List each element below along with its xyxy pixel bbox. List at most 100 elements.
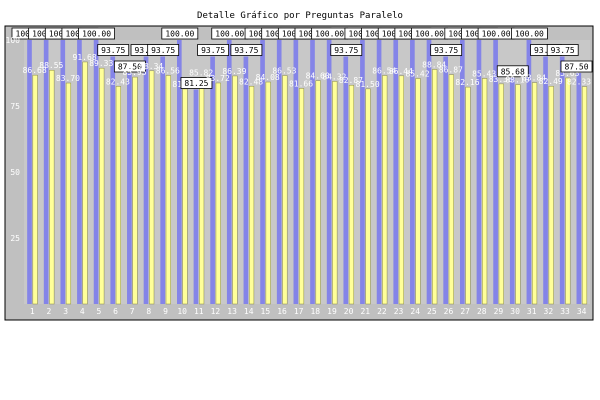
bar-series-1 xyxy=(360,40,365,304)
bar-series-1 xyxy=(77,40,82,304)
value-label-series-1: 85.68 xyxy=(501,67,525,76)
y-tick-label: 75 xyxy=(10,102,20,111)
bar-series-2 xyxy=(149,70,155,305)
bar-series-1 xyxy=(459,40,465,304)
value-label-series-1: 100.00 xyxy=(415,30,444,39)
value-label-box xyxy=(560,60,593,73)
value-label-series-2: 82.49 xyxy=(539,77,563,86)
value-label-series-1: 100.00 xyxy=(165,30,194,39)
bar-series-2 xyxy=(498,83,504,305)
bar-series-2 xyxy=(215,82,221,305)
value-label-series-2: 91.68 xyxy=(73,53,97,62)
x-tick-label: 34 xyxy=(577,307,587,316)
x-tick-label: 30 xyxy=(510,307,520,316)
bar-series-1 xyxy=(576,73,582,304)
value-label-box xyxy=(430,44,463,56)
value-label-series-2: 89.33 xyxy=(89,59,113,68)
y-tick-label: 100 xyxy=(6,36,21,45)
value-label-series-1: 93.75 xyxy=(434,46,458,55)
value-label-series-2: 82.16 xyxy=(455,78,479,87)
bar-series-1 xyxy=(260,40,265,304)
bar-series-2 xyxy=(348,84,355,305)
value-label-series-2: 86.54 xyxy=(372,67,396,76)
bar-series-2 xyxy=(282,75,288,305)
value-label-series-2: 82.33 xyxy=(567,78,591,87)
value-label-series-2: 82.48 xyxy=(239,77,263,86)
bar-series-1 xyxy=(43,40,49,304)
chart-title: Detalle Gráfico por Preguntas Paralelo xyxy=(197,11,403,21)
value-label-series-2: 85.82 xyxy=(189,68,213,77)
bar-series-2 xyxy=(365,88,371,305)
value-label-box xyxy=(97,44,130,56)
bar-series-1 xyxy=(226,40,232,304)
x-tick-label: 24 xyxy=(410,307,420,316)
bar-series-1 xyxy=(493,40,498,304)
x-tick-label: 8 xyxy=(146,307,151,316)
value-label-series-1: 87.50 xyxy=(564,63,588,72)
bar-series-2 xyxy=(32,74,38,305)
x-tick-label: 29 xyxy=(494,307,504,316)
value-label-series-2: 82.87 xyxy=(339,76,363,85)
bar-series-2 xyxy=(581,86,588,305)
bar-series-2 xyxy=(199,77,205,305)
x-tick-label: 31 xyxy=(527,307,537,316)
value-label-series-2: 84.60 xyxy=(306,72,330,81)
x-tick-label: 33 xyxy=(560,307,570,316)
x-tick-label: 18 xyxy=(310,307,320,316)
x-tick-label: 11 xyxy=(194,307,204,316)
value-label-box xyxy=(113,60,146,73)
bar-series-2 xyxy=(265,81,271,305)
value-label-box xyxy=(230,44,263,56)
bar-series-2 xyxy=(398,75,404,305)
x-tick-label: 12 xyxy=(211,307,221,316)
bar-series-1 xyxy=(326,40,332,304)
bar-series-1 xyxy=(160,56,165,304)
x-tick-label: 22 xyxy=(377,307,387,316)
bar-series-2 xyxy=(432,69,438,305)
bar-series-1 xyxy=(443,56,448,304)
bar-series-1 xyxy=(243,56,249,304)
value-label-series-1: 100.00 xyxy=(482,30,511,39)
value-label-box xyxy=(180,77,213,89)
bar-series-1 xyxy=(210,56,215,304)
value-label-series-2: 85.95 xyxy=(122,68,146,77)
bar-series-1 xyxy=(410,40,415,304)
value-label-box xyxy=(78,27,115,40)
value-label-series-1: 93.75 xyxy=(551,46,575,55)
value-label-series-2: 81.66 xyxy=(289,79,313,88)
value-label-series-2: 86.53 xyxy=(272,67,296,76)
bar-series-2 xyxy=(132,76,138,305)
bar-series-2 xyxy=(531,82,538,305)
bar-series-1 xyxy=(276,40,282,304)
bar-series-2 xyxy=(65,82,72,305)
bar-series-1 xyxy=(93,40,99,304)
bar-series-1 xyxy=(110,56,116,304)
bar-series-2 xyxy=(415,78,421,305)
bar-series-1 xyxy=(343,56,349,304)
value-label-series-2: 88.34 xyxy=(139,62,163,71)
value-label-series-1: 93.75 xyxy=(101,46,125,55)
bar-series-1 xyxy=(176,40,182,304)
x-tick-label: 13 xyxy=(227,307,237,316)
value-label-series-1: 93.75 xyxy=(151,46,175,55)
x-tick-label: 25 xyxy=(427,307,437,316)
x-axis-ticks: 1 2 3 4 5 6 7 8 9 10 11 12 13 14 15 16 17 18 19 20 21 22 23 24 2… xyxy=(30,307,587,316)
value-labels-group: 100.00 86.68 100.00 88.55 100.00 83.70 100.00 9… xyxy=(11,27,593,89)
value-label-series-2: 84.32 xyxy=(322,72,346,81)
bar-series-1 xyxy=(193,89,199,304)
x-tick-label: 21 xyxy=(360,307,370,316)
bar-series-1 xyxy=(27,40,32,304)
bar-series-2 xyxy=(248,86,255,305)
bar-series-2 xyxy=(515,84,521,305)
bar-series-1 xyxy=(293,40,299,304)
value-label-box xyxy=(330,44,363,56)
value-label-series-2: 86.44 xyxy=(389,67,413,76)
value-label-box xyxy=(161,27,199,40)
bar-series-1 xyxy=(143,56,149,304)
bar-series-1 xyxy=(376,40,382,304)
bar-series-1 xyxy=(60,40,66,304)
y-tick-label: 50 xyxy=(10,168,20,177)
bar-series-1 xyxy=(393,40,399,304)
value-label-series-2: 85.43 xyxy=(472,69,496,78)
x-tick-label: 3 xyxy=(63,307,68,316)
